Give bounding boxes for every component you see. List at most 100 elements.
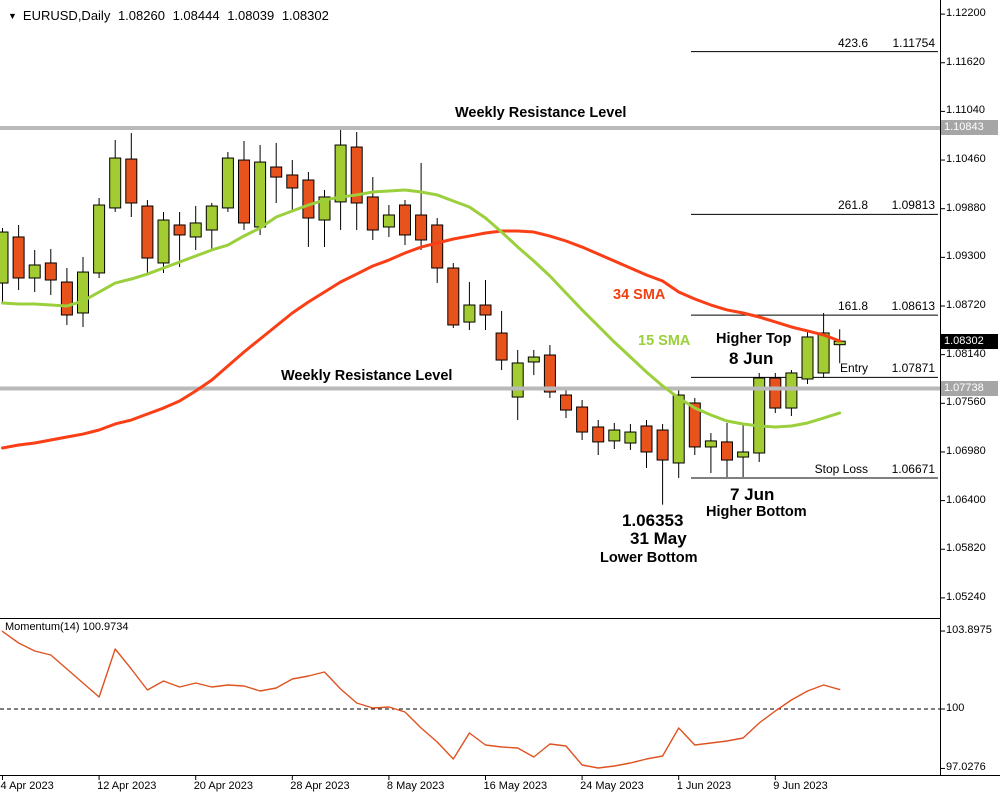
candle-body: [382, 214, 395, 228]
candle-body: [238, 159, 250, 224]
annotation-sma34-label[interactable]: 34 SMA: [613, 287, 666, 303]
sma-34-line: [1, 229, 842, 450]
sma-15-line: [1, 188, 842, 429]
time-axis-label: 16 May 2023: [483, 780, 548, 792]
candle-body: [608, 429, 621, 442]
candle-body: [801, 336, 814, 380]
candle-body: [189, 222, 202, 238]
candle-body: [221, 157, 234, 209]
momentum-line: [1, 630, 841, 769]
candle-body: [624, 431, 637, 444]
candle-body: [12, 236, 25, 279]
level-price: 1.06671: [891, 462, 935, 476]
candle-body: [302, 179, 315, 219]
candle-body: [318, 196, 331, 221]
price-axis-tick-label: 1.11040: [946, 104, 985, 117]
candle-body: [479, 304, 492, 316]
candle-body: [366, 196, 379, 231]
candle-body: [415, 214, 428, 241]
level-price: 1.11754: [892, 35, 936, 50]
level-label: 423.6: [837, 35, 868, 50]
price-tag-resistance-lower: 1.07738: [941, 380, 998, 396]
time-axis-label: 24 May 2023: [580, 780, 644, 792]
price-axis-tick-label: 1.06980: [946, 444, 986, 457]
time-axis-label: 9 Jun 2023: [773, 780, 828, 792]
candle-body: [511, 362, 524, 398]
candle-body: [495, 332, 508, 361]
price-axis-tick-label: 1.05820: [946, 542, 986, 555]
price-axis-tick-label: 1.08140: [946, 347, 986, 360]
annotation-higher-bottom[interactable]: Higher Bottom: [706, 504, 807, 520]
annotation-sma15-label[interactable]: 15 SMA: [638, 333, 691, 349]
annotation-weekly-resistance-mid[interactable]: Weekly Resistance Level: [281, 368, 453, 384]
annotation-weekly-resistance-top[interactable]: Weekly Resistance Level: [455, 105, 627, 121]
candle-body: [205, 205, 218, 231]
chart-title-bar: ▼ EURUSD,Daily 1.08260 1.08444 1.08039 1.…: [8, 8, 333, 23]
level-price: 1.09813: [891, 198, 935, 213]
level-price: 1.08613: [891, 299, 935, 314]
candle-body: [60, 281, 73, 316]
quote-close: 1.08302: [281, 8, 329, 23]
time-axis-label: 1 Jun 2023: [676, 780, 732, 792]
quote-low: 1.08039: [227, 8, 275, 23]
candle-body: [785, 372, 798, 409]
collapse-triangle-icon[interactable]: ▼: [8, 11, 17, 21]
time-axis-label: 20 Apr 2023: [193, 780, 254, 792]
candle-body: [399, 204, 411, 236]
candle-body: [560, 394, 572, 411]
candle-body: [28, 264, 41, 279]
price-axis-tick-label: 1.10460: [946, 153, 986, 166]
time-axis-label: 8 May 2023: [386, 780, 445, 792]
annotation-higher-top[interactable]: Higher Top: [716, 331, 792, 347]
annotation-lower-bottom[interactable]: Lower Bottom: [600, 550, 698, 566]
candle-body: [640, 425, 653, 453]
time-axis-label: 4 Apr 2023: [0, 780, 54, 792]
candle-body: [592, 426, 605, 443]
candle-body: [817, 332, 830, 374]
price-axis-tick-label: 1.05240: [946, 590, 986, 603]
symbol-period-label: EURUSD,Daily: [22, 8, 111, 23]
momentum-name: Momentum(14): [5, 621, 80, 633]
candle-body: [157, 219, 170, 264]
candle-body: [721, 441, 733, 461]
time-axis-label: 28 Apr 2023: [290, 780, 350, 792]
momentum-indicator-label: Momentum(14) 100.9734: [5, 621, 129, 633]
price-axis-tick-label: 1.07560: [946, 396, 986, 409]
level-label: Stop Loss: [814, 462, 868, 476]
candle-body: [270, 166, 283, 178]
candle-body: [447, 267, 460, 326]
candle-body: [109, 157, 122, 209]
candle-body: [77, 271, 89, 314]
candle-body: [704, 440, 717, 448]
candle-body: [173, 224, 186, 236]
annotation-31-may[interactable]: 31 May: [630, 529, 687, 548]
candle-body: [350, 146, 363, 204]
price-axis-tick-label: 1.08720: [946, 299, 986, 311]
candle-body: [125, 158, 138, 204]
candle-body: [769, 377, 782, 409]
price-axis-tick-label: 1.09300: [946, 250, 986, 263]
momentum-value: 100.9734: [82, 621, 129, 633]
price-axis-tick-label: 1.11620: [946, 55, 985, 68]
candle-body: [0, 231, 9, 284]
annotation-7-jun[interactable]: 7 Jun: [730, 485, 775, 504]
candle-body: [254, 161, 267, 228]
candle-body: [656, 429, 669, 461]
candle-body: [44, 262, 57, 281]
momentum-axis-tick-label: 97.0276: [946, 761, 986, 774]
candle-body: [527, 356, 540, 363]
candle-body: [543, 354, 556, 393]
price-tag-resistance-upper: 1.10843: [941, 120, 998, 136]
price-tag-current: 1.08302: [941, 333, 998, 349]
candle-body: [672, 394, 685, 464]
level-label: 261.8: [837, 198, 868, 213]
candle-body: [576, 406, 589, 433]
candle-body: [463, 304, 476, 323]
level-price: 1.07871: [891, 361, 935, 376]
quote-high: 1.08444: [172, 8, 220, 23]
annotation-8-jun[interactable]: 8 Jun: [729, 349, 774, 368]
momentum-axis-tick-label: 100: [946, 702, 965, 714]
annotation-low-value[interactable]: 1.06353: [622, 511, 684, 530]
level-label: Entry: [839, 361, 868, 376]
